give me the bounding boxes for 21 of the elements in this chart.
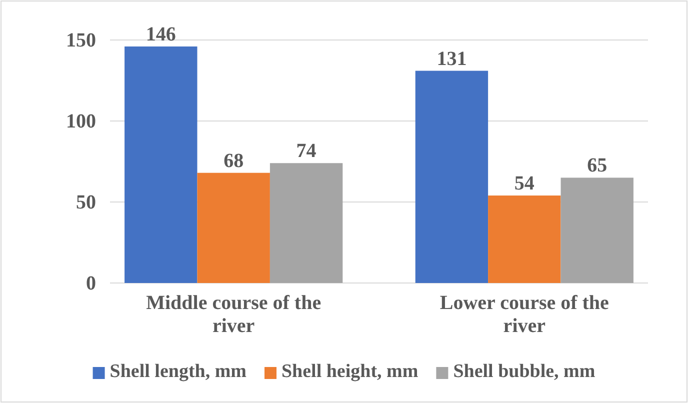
y-tick-label: 150 <box>66 29 96 52</box>
data-label: 146 <box>146 23 176 46</box>
legend-label: Shell height, mm <box>281 361 418 382</box>
data-label: 131 <box>436 48 467 70</box>
data-label: 74 <box>296 140 316 162</box>
bar <box>124 46 198 283</box>
y-tick-label: 100 <box>66 110 96 132</box>
bar <box>560 178 634 283</box>
legend-label: Shell length, mm <box>110 361 247 382</box>
y-tick-label: 0 <box>86 272 96 294</box>
data-label: 68 <box>224 150 244 172</box>
bar <box>488 196 561 283</box>
legend-label: Shell bubble, mm <box>453 361 596 382</box>
bar <box>270 163 343 283</box>
x-tick-label: Middle course of the river <box>146 292 322 338</box>
data-label: 54 <box>514 172 534 195</box>
bar <box>197 172 270 283</box>
bar <box>415 70 488 283</box>
data-label: 65 <box>587 154 608 177</box>
x-tick-label: Lower course of the river <box>440 292 610 338</box>
y-tick-label: 50 <box>76 191 96 214</box>
